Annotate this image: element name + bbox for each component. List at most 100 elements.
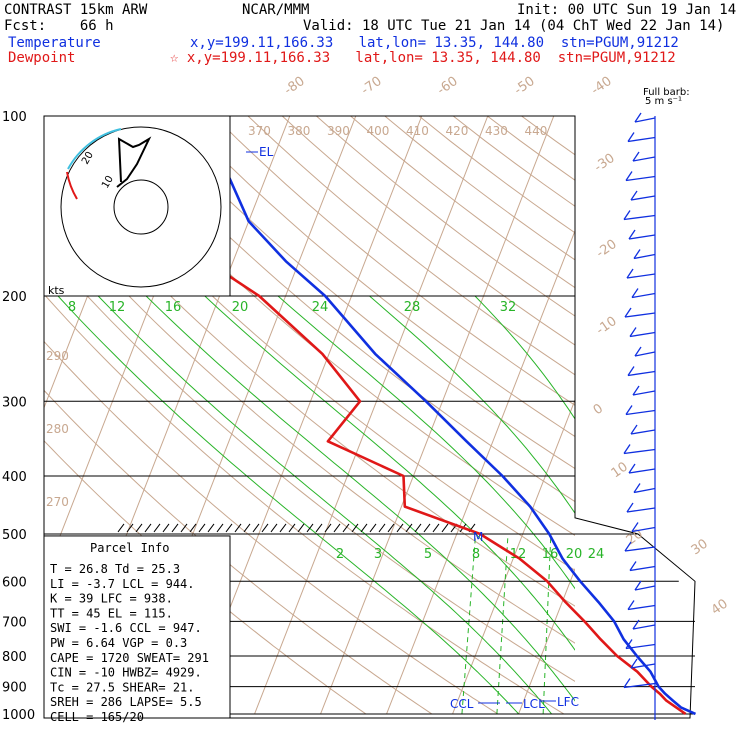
isotherm-label: 30 [689,536,711,558]
mixing-ratio-label: 16 [165,300,182,315]
dewpoint-legend: Dewpoint [8,50,76,66]
isotherm-label: -20 [594,237,620,261]
wind-barb-flag [627,366,635,376]
hatch-mark [360,523,368,533]
el-marker: EL [259,145,274,159]
hatch-mark [252,523,260,533]
mixing-ratio-label: 8 [68,300,76,315]
mixing-ratio-label: 12 [109,300,126,315]
wind-barb [630,195,656,201]
isotherm-label: -10 [594,314,620,338]
wind-barb [626,273,656,279]
hatch-mark [198,523,206,533]
wind-barb-flag [625,639,633,649]
theta-label: 400 [367,124,390,138]
wind-barb [632,156,656,162]
hatch-mark [369,523,377,533]
dry-adiabat-line [145,116,575,470]
wind-barb-flag [628,229,636,240]
hatch-mark [288,523,296,533]
parcel-row: T = 26.8 Td = 25.3 [50,562,180,576]
temperature-legend: Temperature [8,35,101,51]
theta-label: 380 [288,124,311,138]
wind-barb-flag [633,483,641,493]
hatch-mark [234,523,242,533]
moist-adiabat-line [474,295,575,420]
hatch-mark [162,523,170,533]
hatch-mark [297,523,305,533]
isotherm-label: -30 [592,151,618,175]
m-marker: M [473,530,483,544]
theta-label: 440 [525,124,548,138]
hatch-mark [423,523,431,533]
mixing-ratio-line [461,533,477,714]
dry-adiabat-line [418,116,575,234]
pressure-label: 700 [2,615,27,630]
wind-barb [630,429,656,435]
theta-label: 410 [406,124,429,138]
mixing-ratio-line [542,533,552,714]
center-label: NCAR/MMM [242,2,310,18]
parcel-row: CIN = -10 HWBZ= 4929. [50,666,202,680]
mixing-ratio-label: 28 [404,300,421,315]
hatch-mark [333,523,341,533]
dry-adiabat-line [44,247,575,682]
model-title: CONTRAST 15km ARW [4,2,148,18]
ccl-marker: CCL [450,697,474,711]
hatch-mark [414,523,422,533]
isotherm-line [320,116,555,715]
mixing-ratio-label: 3 [374,547,382,562]
dry-adiabat-line [179,116,575,438]
wind-barb [633,253,656,260]
dry-adiabat-line [44,293,565,715]
wind-barb-flag [634,346,642,357]
isotherm-label: -50 [512,74,538,98]
level-markers: EL M CCL LCL LFC [246,145,579,711]
mixing-ratio-label: 20 [232,300,249,315]
isotherm-line [651,116,740,714]
wind-barb [630,663,656,669]
wind-barb [625,409,656,416]
hatch-mark [189,523,197,533]
wind-barb-flag [625,171,633,181]
wind-barb-flag [627,132,635,142]
wind-barb-flag [632,151,640,162]
hodograph-frame [43,115,231,297]
isotherm-label: -70 [359,74,385,98]
hodograph-arc-red [66,171,78,200]
wind-barb [634,117,656,123]
isotherm-line [254,116,489,715]
lfc-marker: LFC [557,695,579,709]
hatch-mark [324,523,332,533]
hatch-mark [432,523,440,533]
wind-barb-flag [631,522,639,532]
wind-barb-flag [634,580,642,591]
wind-barb-flag [629,327,637,337]
wind-barb-flag [629,561,637,571]
barb-legend: Full barb: [643,87,690,98]
hodograph-trace [116,136,152,188]
pressure-label: 200 [2,290,27,305]
hatch-mark [243,523,251,533]
lcl-marker: LCL [523,697,545,711]
theta-label: 430 [485,124,508,138]
dry-adiabat-line [44,159,575,607]
mixing-ratio-label: 24 [312,300,329,315]
theta-label: 270 [46,495,69,509]
parcel-row: Tc = 27.5 SHEAR= 21. [50,680,195,694]
wind-barb-flag [623,678,631,688]
wind-barb [623,214,656,221]
hatch-mark [144,523,152,533]
hatch-mark [378,523,386,533]
theta-label: 370 [248,124,271,138]
mixing-ratio-label: 12 [510,547,527,562]
dry-adiabat-line [521,116,575,156]
wind-barb [627,604,656,611]
dry-adiabat-line [213,116,575,406]
hatch-mark [396,523,404,533]
parcel-info-table: Parcel Info T = 26.8 Td = 25.3LI = -3.7 L… [43,535,231,724]
valid-time: Valid: 18 UTC Tue 21 Jan 14 (04 ChT Wed … [303,18,725,34]
pressure-label: 300 [2,395,27,410]
wind-barb-flag [623,444,631,454]
